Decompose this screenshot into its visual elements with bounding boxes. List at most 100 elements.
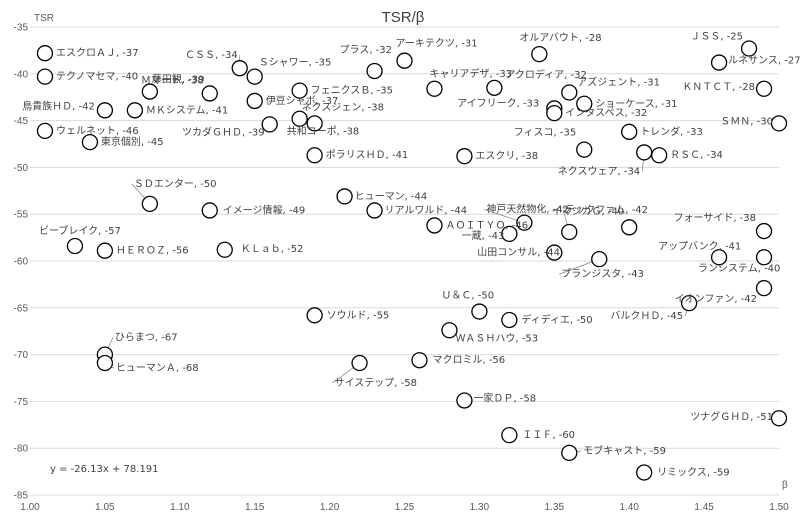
chart-title: TSR/β (382, 9, 425, 26)
data-label: 鳥貴族ＨＤ, -42 (22, 99, 95, 112)
x-tick-label: 1.45 (694, 502, 714, 513)
data-label: ポラリスＨＤ, -41 (326, 149, 409, 161)
data-point (710, 54, 728, 71)
data-label: ディディエ, -50 (521, 313, 592, 326)
data-label: アイフリーク, -33 (457, 97, 539, 109)
data-point (141, 83, 158, 100)
data-point (456, 392, 473, 409)
data-point (66, 237, 84, 255)
data-point (755, 249, 773, 266)
data-label: ソウルド, -55 (327, 309, 390, 321)
data-point (636, 144, 653, 161)
data-label: エスクロＡＪ, -37 (56, 47, 139, 59)
data-point (246, 68, 263, 85)
data-label: ＭＫシステム, -41 (146, 104, 228, 116)
data-point (36, 122, 54, 140)
data-label: ビーブレイク, -57 (39, 224, 121, 237)
data-label: ランシステム, -40 (698, 262, 780, 274)
trendline-equation: y = -26.13x + 78.191 (50, 464, 159, 475)
data-point (36, 68, 54, 85)
data-point (81, 133, 99, 151)
data-label: ＳＭＮ, -30 (720, 116, 773, 127)
data-point (591, 250, 608, 268)
data-point (366, 202, 383, 219)
data-label: エスクリ, -38 (475, 150, 538, 162)
data-point (576, 141, 593, 158)
data-point (141, 195, 158, 213)
data-label: プラス, -32 (340, 44, 393, 56)
data-label: テクノマセマ, -40 (56, 71, 138, 83)
x-tick-label: 1.50 (769, 502, 789, 513)
y-tick-label: -50 (14, 163, 29, 174)
x-axis-label: β (782, 480, 788, 491)
data-point (96, 242, 114, 259)
y-tick-label: -85 (14, 491, 29, 502)
data-point (531, 45, 548, 63)
data-label: トレンダ, -33 (640, 125, 703, 138)
x-tick-label: 1.25 (395, 502, 415, 513)
y-tick-label: -35 (14, 23, 29, 34)
data-label: ショーケース, -31 (595, 98, 677, 110)
y-tick-label: -55 (14, 210, 29, 221)
data-point (36, 45, 54, 62)
x-tick-label: 1.05 (95, 502, 115, 513)
data-label: イメージ情報, -49 (223, 203, 306, 216)
y-tick-labels: -35 -40 -45 -50 -55 -60 -65 -70 -75 -80 -85 (14, 23, 29, 502)
x-tick-label: 1.00 (20, 502, 40, 513)
data-label: ツナグＧＨＤ, -51 (690, 410, 773, 423)
data-label: ブランジスタ, -43 (561, 267, 644, 280)
data-label: 神戸天然物化, -42 (486, 203, 569, 216)
data-point (471, 303, 488, 320)
x-tick-label: 1.30 (470, 502, 490, 513)
data-point (755, 80, 773, 97)
data-label: ＣＳＳ, -34 (185, 50, 238, 61)
data-point (441, 322, 458, 339)
y-tick-label: -40 (14, 69, 29, 80)
data-label: 伊豆シャボ, -37 (266, 95, 339, 107)
data-point (366, 62, 383, 80)
data-point (501, 225, 518, 243)
data-point (501, 426, 518, 444)
data-label: ＩＩＦ, -60 (522, 430, 575, 441)
data-label: ルネサンス, -27 (728, 55, 800, 67)
data-label: Ｓシャワー, -35 (259, 58, 332, 69)
data-label: ネクスジェン, -38 (302, 102, 384, 114)
data-label: フィスコ, -35 (514, 128, 577, 139)
data-label: アクロディア, -32 (505, 68, 587, 81)
data-point (755, 222, 773, 240)
data-point (651, 147, 668, 164)
data-point (126, 102, 144, 119)
data-label: テックファム, -42 (565, 204, 648, 216)
data-label: 藤田観, -39 (152, 73, 205, 86)
data-point (576, 95, 593, 112)
data-point (561, 223, 578, 241)
data-point (501, 311, 518, 329)
data-label: リアルワルド, -44 (385, 205, 468, 216)
data-label: キャリアデザ, -33 (429, 67, 512, 80)
data-point (456, 148, 473, 165)
data-point (96, 102, 114, 119)
x-tick-label: 1.15 (245, 502, 265, 513)
gridlines (30, 26, 779, 496)
data-point (306, 307, 323, 324)
data-label: ひらまつ, -67 (115, 332, 178, 344)
data-label: 一蔵, -43 (462, 229, 505, 242)
data-point (396, 52, 413, 69)
data-label: サイステップ, -58 (335, 377, 417, 389)
data-point (291, 82, 308, 99)
x-tick-label: 1.10 (170, 502, 190, 513)
y-tick-label: -60 (14, 257, 29, 268)
data-point (710, 249, 728, 266)
data-label: Ｍマート, -38 (141, 75, 204, 86)
data-point (546, 104, 563, 122)
data-label: 一家ＤＰ, -58 (473, 391, 536, 404)
data-label: ＫＬａｂ, -52 (241, 243, 304, 255)
data-point (411, 352, 428, 369)
data-points (36, 40, 788, 481)
data-point (755, 279, 773, 297)
y-tick-label: -75 (14, 397, 29, 408)
data-label: ＨＥＲＯＺ, -56 (116, 246, 189, 257)
data-point (561, 444, 578, 462)
data-label: ＫＮＴＣＴ, -28 (682, 82, 755, 93)
